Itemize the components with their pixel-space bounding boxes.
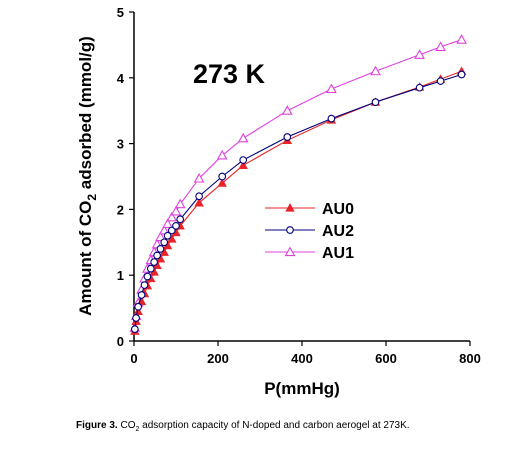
series-line-au2 — [134, 73, 462, 330]
data-point-au2 — [371, 98, 380, 106]
x-axis-title: P(mmHg) — [264, 379, 340, 398]
data-point-au2 — [132, 314, 140, 322]
data-point-au1 — [216, 149, 228, 160]
data-point-au2 — [457, 70, 466, 79]
data-point-au2 — [163, 231, 172, 240]
data-point-au2 — [167, 226, 176, 235]
series-line-au0 — [134, 70, 462, 332]
x-tick-label: 400 — [291, 351, 313, 366]
data-point-au1 — [193, 172, 205, 183]
data-point-au1 — [435, 41, 446, 51]
data-point-au1 — [414, 49, 425, 59]
y-tick-label: 2 — [117, 202, 124, 217]
axis-tick-labels: 0 200 400 600 800 0 1 2 3 4 5 — [117, 5, 481, 366]
legend-label-au0: AU0 — [322, 201, 354, 218]
data-point-au2 — [160, 238, 169, 247]
data-point-au2 — [130, 325, 139, 334]
data-point-au2 — [415, 83, 424, 92]
data-point-au2 — [140, 281, 149, 289]
x-tick-label: 600 — [375, 351, 397, 366]
data-point-au2 — [156, 245, 165, 253]
data-point-au2 — [134, 302, 143, 311]
data-point-au1 — [326, 83, 337, 94]
data-point-au1 — [370, 65, 381, 76]
data-point-au2 — [218, 172, 227, 181]
axis-ticks — [129, 11, 471, 346]
y-axis-title-subscript: 2 — [85, 194, 99, 201]
data-point-au1 — [237, 132, 249, 143]
data-point-au1 — [170, 205, 182, 216]
legend-label-au1: AU1 — [322, 245, 354, 262]
figure-caption: Figure 3. CO2 adsorption capacity of N-d… — [76, 420, 516, 433]
figure-label: Figure 3. — [76, 420, 118, 431]
data-point-au0 — [217, 178, 227, 187]
caption-text-2: adsorption capacity of N-doped and carbo… — [139, 420, 410, 431]
y-tick-label: 1 — [117, 268, 124, 283]
data-point-au1 — [174, 198, 186, 209]
caption-subscript: 2 — [135, 426, 140, 433]
y-tick-label: 5 — [117, 5, 124, 20]
x-tick-label: 200 — [207, 351, 229, 366]
data-point-au2 — [146, 264, 155, 273]
data-point-au2 — [283, 133, 292, 141]
x-tick-label: 800 — [459, 351, 481, 366]
series-line-au1 — [134, 39, 462, 328]
data-point-au2 — [172, 222, 180, 230]
co2-adsorption-chart: 0 200 400 600 800 0 1 2 3 4 5 273 K AU0 AU2 AU1 P(mm… — [76, 5, 481, 398]
data-point-au2 — [137, 291, 146, 299]
data-point-au2 — [195, 192, 203, 201]
data-point-au1 — [281, 105, 293, 115]
data-point-au1 — [155, 231, 166, 242]
data-point-au1 — [166, 211, 178, 222]
data-point-au2 — [176, 215, 185, 224]
data-point-au2 — [436, 77, 445, 85]
legend-marker-au0 — [285, 203, 295, 212]
data-point-au1 — [456, 34, 467, 44]
temperature-annotation: 273 K — [193, 59, 266, 89]
data-point-au2 — [327, 114, 336, 123]
y-tick-label: 0 — [117, 334, 124, 349]
data-point-au2 — [143, 272, 152, 281]
y-tick-label: 4 — [117, 71, 125, 86]
legend-label-au2: AU2 — [322, 223, 354, 240]
x-tick-label: 0 — [130, 351, 137, 366]
series-layer — [129, 34, 467, 335]
data-point-au2 — [150, 258, 159, 266]
data-point-au2 — [239, 156, 248, 164]
legend-marker-au2 — [286, 226, 294, 234]
caption-text-1: CO — [117, 420, 136, 431]
data-point-au2 — [153, 251, 161, 260]
y-axis-title-part-2: adsorbed (mmol/g) — [76, 36, 95, 194]
y-tick-label: 3 — [117, 137, 124, 152]
y-axis-title-part-1: Amount of CO — [76, 201, 95, 316]
data-point-au1 — [162, 218, 173, 228]
legend-marker-au1 — [284, 246, 296, 257]
data-point-au0 — [238, 160, 248, 169]
data-point-au0 — [194, 198, 204, 207]
y-axis-title: Amount of CO2 adsorbed (mmol/g) — [76, 36, 99, 316]
legend: AU0 AU2 AU1 — [265, 201, 354, 262]
